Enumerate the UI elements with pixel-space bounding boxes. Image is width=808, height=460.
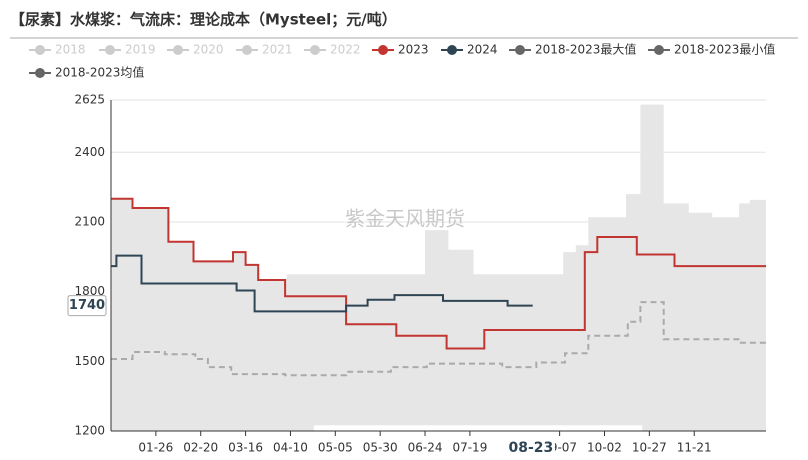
pointer-y-box	[67, 295, 107, 317]
legend-marker	[242, 45, 252, 55]
legend-label: 2018	[55, 43, 86, 57]
legend-item[interactable]: 2018-2023均值	[29, 65, 144, 80]
legend-label: 2020	[193, 43, 224, 57]
y-tick-label: 1200	[74, 424, 105, 438]
legend-label: 2022	[330, 43, 361, 57]
legend-item[interactable]: 2024	[441, 43, 498, 57]
y-tick-label: 2400	[74, 145, 105, 159]
legend-marker	[310, 45, 320, 55]
legend-item[interactable]: 2018-2023最大值	[509, 42, 636, 57]
legend-marker	[378, 45, 388, 55]
legend-marker	[447, 45, 457, 55]
legend-item[interactable]: 2022	[304, 43, 361, 57]
chart-title: 【尿素】水煤浆：气流床：理论成本（Mysteel；元/吨）	[10, 11, 397, 29]
legend-label: 2023	[398, 43, 429, 57]
series-line	[111, 254, 533, 313]
legend-label: 2024	[467, 43, 498, 57]
y-tick-label: 2100	[74, 214, 105, 228]
legend-label: 2018-2023最大值	[535, 42, 636, 57]
x-tick-label: 04-10	[273, 441, 308, 455]
legend-label: 2021	[262, 43, 293, 57]
legend-item[interactable]: 2019	[99, 43, 156, 57]
legend-marker	[173, 45, 183, 55]
legend-label: 2018-2023均值	[55, 65, 144, 80]
legend-marker	[105, 45, 115, 55]
x-tick-label: 07-19	[452, 441, 487, 455]
pointer-x-label: 08-23	[509, 440, 554, 456]
x-tick-label: 11-21	[677, 441, 712, 455]
legend-marker	[515, 45, 525, 55]
legend-marker	[654, 45, 664, 55]
watermark: 紫金天风期货	[345, 207, 465, 231]
legend-item[interactable]: 2020	[167, 43, 224, 57]
legend-item[interactable]: 2021	[236, 43, 293, 57]
x-tick-label: 03-16	[228, 441, 263, 455]
legend-marker	[35, 68, 45, 78]
legend-item[interactable]: 2018-2023最小值	[648, 42, 775, 57]
range-band	[111, 104, 766, 431]
legend-label: 2019	[125, 43, 156, 57]
y-tick-label: 1500	[74, 354, 105, 368]
x-tick-label: 10-27	[632, 441, 667, 455]
x-tick-label: 06-24	[408, 441, 443, 455]
pointer-y-label: 1740	[69, 298, 105, 313]
y-tick-label: 1800	[74, 284, 105, 298]
pointer-x-box	[506, 436, 555, 458]
x-tick-label: 01-26	[138, 441, 173, 455]
x-tick-label: 05-30	[363, 441, 398, 455]
legend-item[interactable]: 2018	[29, 43, 86, 57]
x-tick-label: 10-02	[587, 441, 622, 455]
legend-item[interactable]: 2023	[372, 43, 429, 57]
legend-label: 2018-2023最小值	[674, 42, 775, 57]
series-line	[111, 301, 766, 377]
y-tick-label: 2625	[74, 93, 105, 107]
legend-marker	[35, 45, 45, 55]
x-tick-label: 05-05	[318, 441, 353, 455]
x-tick-label: 02-20	[183, 441, 218, 455]
